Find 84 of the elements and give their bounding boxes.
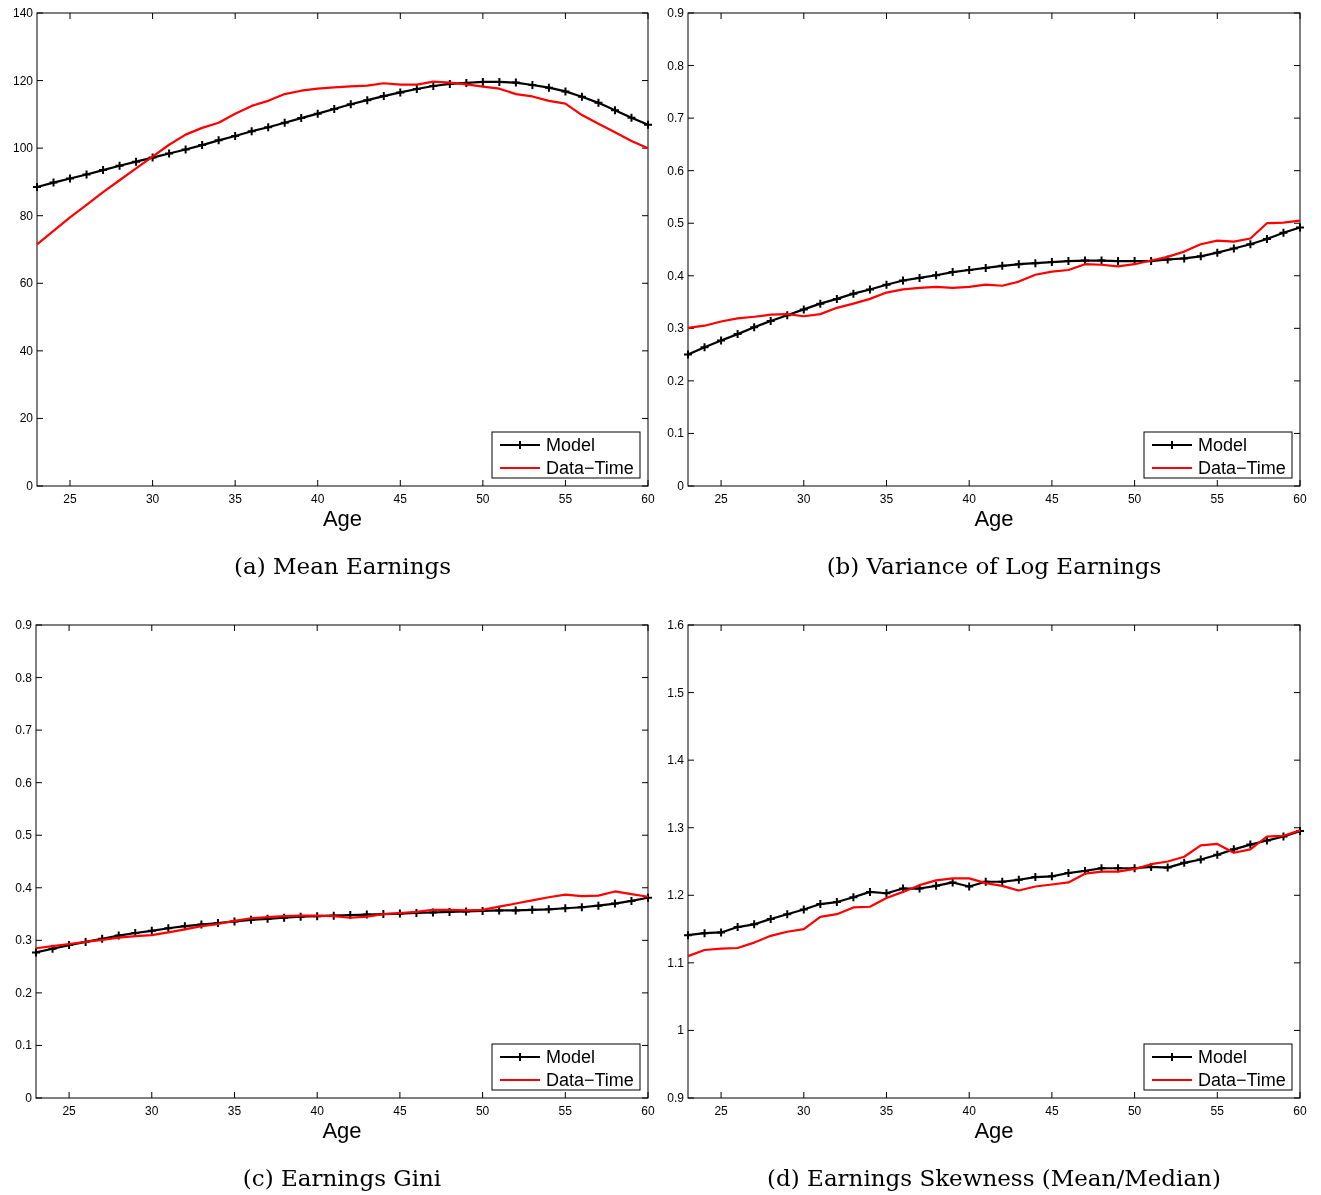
legend-label: Data−Time [546,1070,634,1090]
y-tick-label: 0.3 [15,933,33,948]
y-tick-label: 0 [26,479,34,493]
x-tick-label: 45 [1045,1104,1059,1118]
x-tick-label: 45 [1045,492,1059,506]
x-axis-title: Age [322,506,363,531]
x-tick-label: 50 [476,492,490,506]
y-tick-label: 1.5 [667,685,685,700]
x-tick-label: 55 [558,492,573,506]
text: (b) Variance of Log Earnings [826,553,1162,579]
legend-label: Model [1198,435,1248,455]
legend-label: Data−Time [546,458,634,478]
y-tick-label: 40 [19,343,34,358]
x-tick-label: 35 [228,492,243,506]
x-tick-label: 60 [641,1104,655,1118]
y-tick-label: 1.6 [667,618,685,632]
text: (a) Mean Earnings [234,553,451,579]
x-tick-label: 40 [311,492,325,506]
x-tick-label: 25 [63,492,78,506]
y-tick-label: 1.3 [667,820,685,835]
y-tick-label: 0.5 [667,216,685,231]
y-tick-label: 0.2 [15,985,33,1000]
x-tick-label: 60 [641,492,655,506]
x-tick-label: 40 [310,1104,325,1118]
y-tick-label: 0.5 [15,828,33,843]
y-tick-label: 100 [12,141,34,156]
x-tick-label: 60 [1293,492,1307,506]
x-axis-title: Age [974,506,1014,531]
x-tick-label: 35 [227,1104,242,1118]
y-tick-label: 1.1 [667,955,685,970]
y-tick-label: 0.1 [15,1038,33,1053]
x-axis-title: Age [322,1118,362,1143]
y-tick-label: 0.8 [15,670,33,685]
legend-label: Data−Time [1198,458,1286,478]
x-tick-label: 30 [797,1104,811,1118]
y-tick-label: 80 [19,208,34,223]
x-tick-label: 30 [797,492,811,506]
x-tick-label: 60 [1293,1104,1307,1118]
x-tick-label: 25 [714,1104,729,1118]
y-tick-label: 140 [12,6,34,20]
y-tick-label: 0.7 [667,111,685,126]
x-tick-label: 50 [1127,1104,1142,1118]
y-tick-label: 0.6 [15,775,33,790]
x-tick-label: 25 [62,1104,77,1118]
y-tick-label: 0 [677,479,685,493]
x-tick-label: 40 [962,492,977,506]
y-tick-label: 0.9 [15,618,33,632]
text: (c) Earnings Gini [242,1165,442,1191]
y-tick-label: 0.9 [667,6,685,20]
y-tick-label: 0.3 [667,321,685,336]
x-axis-title: Age [974,1118,1014,1143]
legend-label: Model [546,1047,596,1067]
x-tick-label: 50 [475,1104,490,1118]
x-tick-label: 30 [145,492,160,506]
y-tick-label: 1.4 [667,753,685,768]
legend-label: Model [1198,1047,1248,1067]
y-tick-label: 0.4 [667,268,685,283]
y-tick-label: 0.6 [667,163,685,178]
text: (d) Earnings Skewness (Mean/Median) [767,1165,1221,1191]
y-tick-label: 0 [25,1091,33,1105]
x-tick-label: 35 [879,492,894,506]
y-tick-label: 0.4 [15,880,33,895]
x-tick-label: 45 [393,492,408,506]
legend-label: Data−Time [1198,1070,1286,1090]
y-tick-label: 120 [12,73,34,88]
legend-label: Model [546,435,596,455]
x-tick-label: 40 [962,1104,977,1118]
x-tick-label: 45 [393,1104,407,1118]
y-tick-label: 20 [19,411,34,426]
y-tick-label: 0.8 [667,58,685,73]
x-tick-label: 25 [714,492,729,506]
y-tick-label: 0.1 [667,426,685,441]
x-tick-label: 55 [1210,492,1225,506]
y-tick-label: 60 [19,276,34,291]
x-tick-label: 50 [1127,492,1142,506]
y-tick-label: 1 [677,1023,685,1038]
y-tick-label: 0.2 [667,373,685,388]
y-tick-label: 0.7 [15,723,33,738]
y-tick-label: 1.2 [667,888,685,903]
x-tick-label: 30 [145,1104,159,1118]
y-tick-label: 0.9 [667,1091,685,1105]
x-tick-label: 55 [1210,1104,1225,1118]
x-tick-label: 55 [558,1104,573,1118]
x-tick-label: 35 [879,1104,894,1118]
